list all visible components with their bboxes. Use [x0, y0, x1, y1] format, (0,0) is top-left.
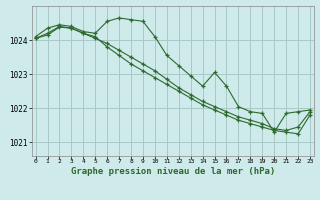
X-axis label: Graphe pression niveau de la mer (hPa): Graphe pression niveau de la mer (hPa)	[71, 167, 275, 176]
